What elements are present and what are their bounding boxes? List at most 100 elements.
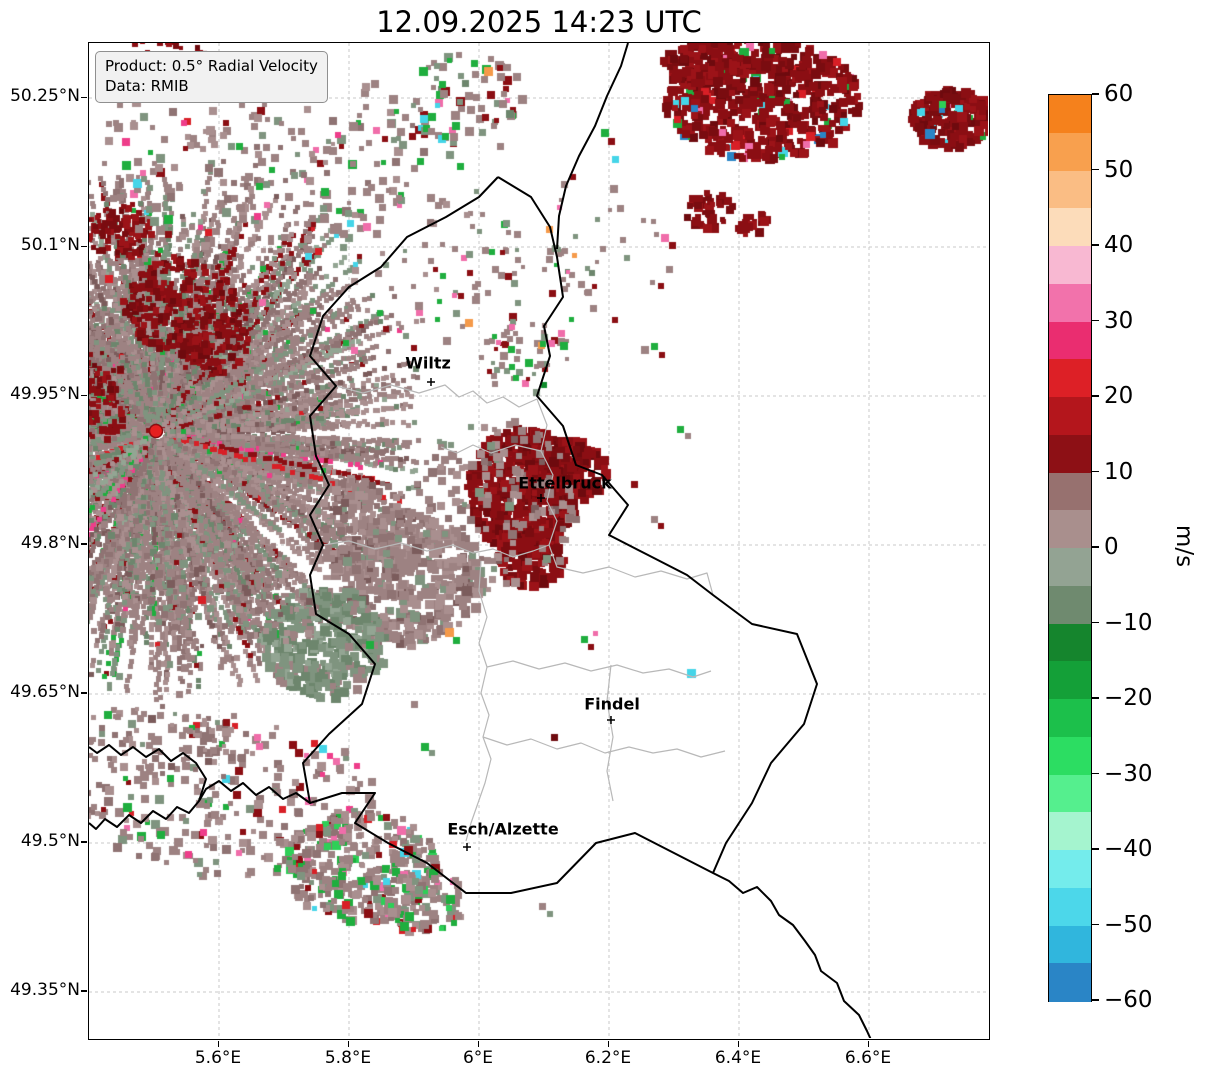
- map-borders: [89, 43, 872, 1038]
- x-tick-label: 6.2°E: [584, 1048, 632, 1068]
- district-line-6: [548, 544, 714, 596]
- x-tick-label: 6.6°E: [844, 1048, 892, 1068]
- colorbar-tick-label: −50: [1104, 911, 1153, 938]
- colorbar-segment: [1049, 812, 1091, 851]
- colorbar-segment: [1049, 170, 1091, 209]
- district-line-9: [606, 664, 614, 802]
- district-line-3: [322, 540, 550, 558]
- radar-site-dot: [148, 423, 164, 439]
- colorbar-segment: [1049, 397, 1091, 436]
- colorbar-segment: [1049, 246, 1091, 285]
- district-line-8: [440, 444, 542, 454]
- colorbar-segment: [1049, 208, 1091, 247]
- y-tick-label: 49.65°N: [10, 681, 80, 702]
- colorbar-tick-mark: [1092, 395, 1099, 397]
- colorbar-tick-label: 0: [1104, 534, 1119, 560]
- colorbar-tick-label: −60: [1104, 987, 1153, 1013]
- district-line-7: [482, 736, 726, 758]
- france-belgium-border-a: [89, 780, 311, 830]
- colorbar-tick-mark: [1092, 772, 1099, 775]
- colorbar-segment: [1049, 887, 1091, 927]
- colorbar-tick-mark: [1092, 93, 1099, 95]
- colorbar-tick-label: −10: [1104, 609, 1153, 636]
- x-tick-label: 5.8°E: [324, 1048, 372, 1068]
- colorbar-segment: [1049, 661, 1091, 700]
- france-belgium-border-b: [89, 744, 207, 802]
- colorbar-segment: [1049, 623, 1091, 662]
- district-line-4: [465, 560, 492, 842]
- y-tick-mark: [81, 543, 87, 545]
- x-tick-mark: [477, 1041, 479, 1047]
- colorbar-tick-mark: [1092, 999, 1099, 1001]
- x-tick-label: 6°E: [462, 1048, 494, 1068]
- district-line-2: [536, 398, 558, 546]
- x-tick-mark: [217, 1041, 219, 1047]
- colorbar: [1048, 94, 1092, 1002]
- colorbar-segment: [1049, 774, 1091, 813]
- city-marker: [463, 843, 471, 851]
- colorbar-segment: [1049, 434, 1091, 474]
- district-line-1: [335, 384, 538, 408]
- colorbar-tick-label: 10: [1104, 458, 1134, 485]
- colorbar-tick-label: −40: [1104, 836, 1153, 862]
- y-tick-mark: [81, 841, 87, 843]
- y-tick-label: 50.25°N: [10, 86, 80, 106]
- colorbar-tick-mark: [1092, 621, 1099, 624]
- colorbar-unit-label: m/s: [1171, 524, 1197, 568]
- colorbar-segment: [1049, 925, 1091, 964]
- city-marker: [537, 494, 545, 502]
- france-germany-border: [712, 872, 872, 1038]
- city-marker: [427, 378, 435, 386]
- belgium-germany-border: [556, 43, 629, 250]
- y-tick-mark: [81, 394, 87, 396]
- colorbar-tick-mark: [1092, 697, 1099, 699]
- colorbar-tick-mark: [1092, 470, 1099, 473]
- city-marker: [607, 716, 615, 724]
- product-annotation: Product: 0.5° Radial Velocity Data: RMIB: [95, 51, 328, 103]
- colorbar-segment: [1049, 472, 1091, 511]
- colorbar-tick-mark: [1092, 848, 1099, 850]
- colorbar-tick-label: 60: [1104, 81, 1134, 107]
- x-tick-mark: [737, 1041, 739, 1047]
- colorbar-segment: [1049, 321, 1091, 360]
- x-tick-mark: [607, 1041, 609, 1047]
- x-tick-label: 5.6°E: [194, 1048, 242, 1068]
- figure-title: 12.09.2025 14:23 UTC: [376, 5, 702, 39]
- colorbar-tick-label: −20: [1104, 685, 1153, 711]
- map-plot: Wiltz Ettelbruck Findel Esch/Alzette Produc…: [88, 42, 990, 1040]
- colorbar-segment: [1049, 95, 1091, 134]
- colorbar-tick-mark: [1092, 546, 1099, 548]
- colorbar-segment: [1049, 850, 1091, 889]
- colorbar-segment: [1049, 585, 1091, 625]
- colorbar-segment: [1049, 963, 1091, 1002]
- y-tick-label: 50.1°N: [20, 235, 80, 255]
- colorbar-segment: [1049, 510, 1091, 549]
- colorbar-tick-label: 50: [1104, 156, 1134, 183]
- colorbar-segment: [1049, 132, 1091, 172]
- colorbar-tick-label: −30: [1104, 760, 1153, 787]
- y-tick-mark: [81, 692, 87, 694]
- colorbar-tick-label: 40: [1104, 232, 1134, 258]
- colorbar-segment: [1049, 359, 1091, 398]
- x-tick-label: 6.4°E: [714, 1048, 762, 1068]
- colorbar-segment: [1049, 283, 1091, 323]
- annotation-product-line: Product: 0.5° Radial Velocity: [105, 57, 318, 75]
- colorbar-tick-label: 20: [1104, 383, 1134, 409]
- luxembourg-border: [302, 176, 818, 894]
- y-tick-label: 49.35°N: [10, 979, 80, 1000]
- colorbar-segment: [1049, 736, 1091, 776]
- x-tick-mark: [867, 1041, 869, 1047]
- colorbar-segment: [1049, 699, 1091, 738]
- x-tick-mark: [347, 1041, 349, 1047]
- y-tick-mark: [81, 96, 87, 98]
- y-tick-mark: [81, 990, 87, 992]
- district-line-5: [486, 660, 712, 678]
- y-tick-label: 49.5°N: [20, 830, 80, 851]
- colorbar-tick-label: 30: [1104, 307, 1134, 334]
- colorbar-segment: [1049, 548, 1091, 587]
- colorbar-tick-mark: [1092, 244, 1099, 246]
- y-tick-label: 49.95°N: [10, 384, 80, 404]
- y-tick-label: 49.8°N: [20, 532, 80, 553]
- colorbar-tick-mark: [1092, 923, 1099, 926]
